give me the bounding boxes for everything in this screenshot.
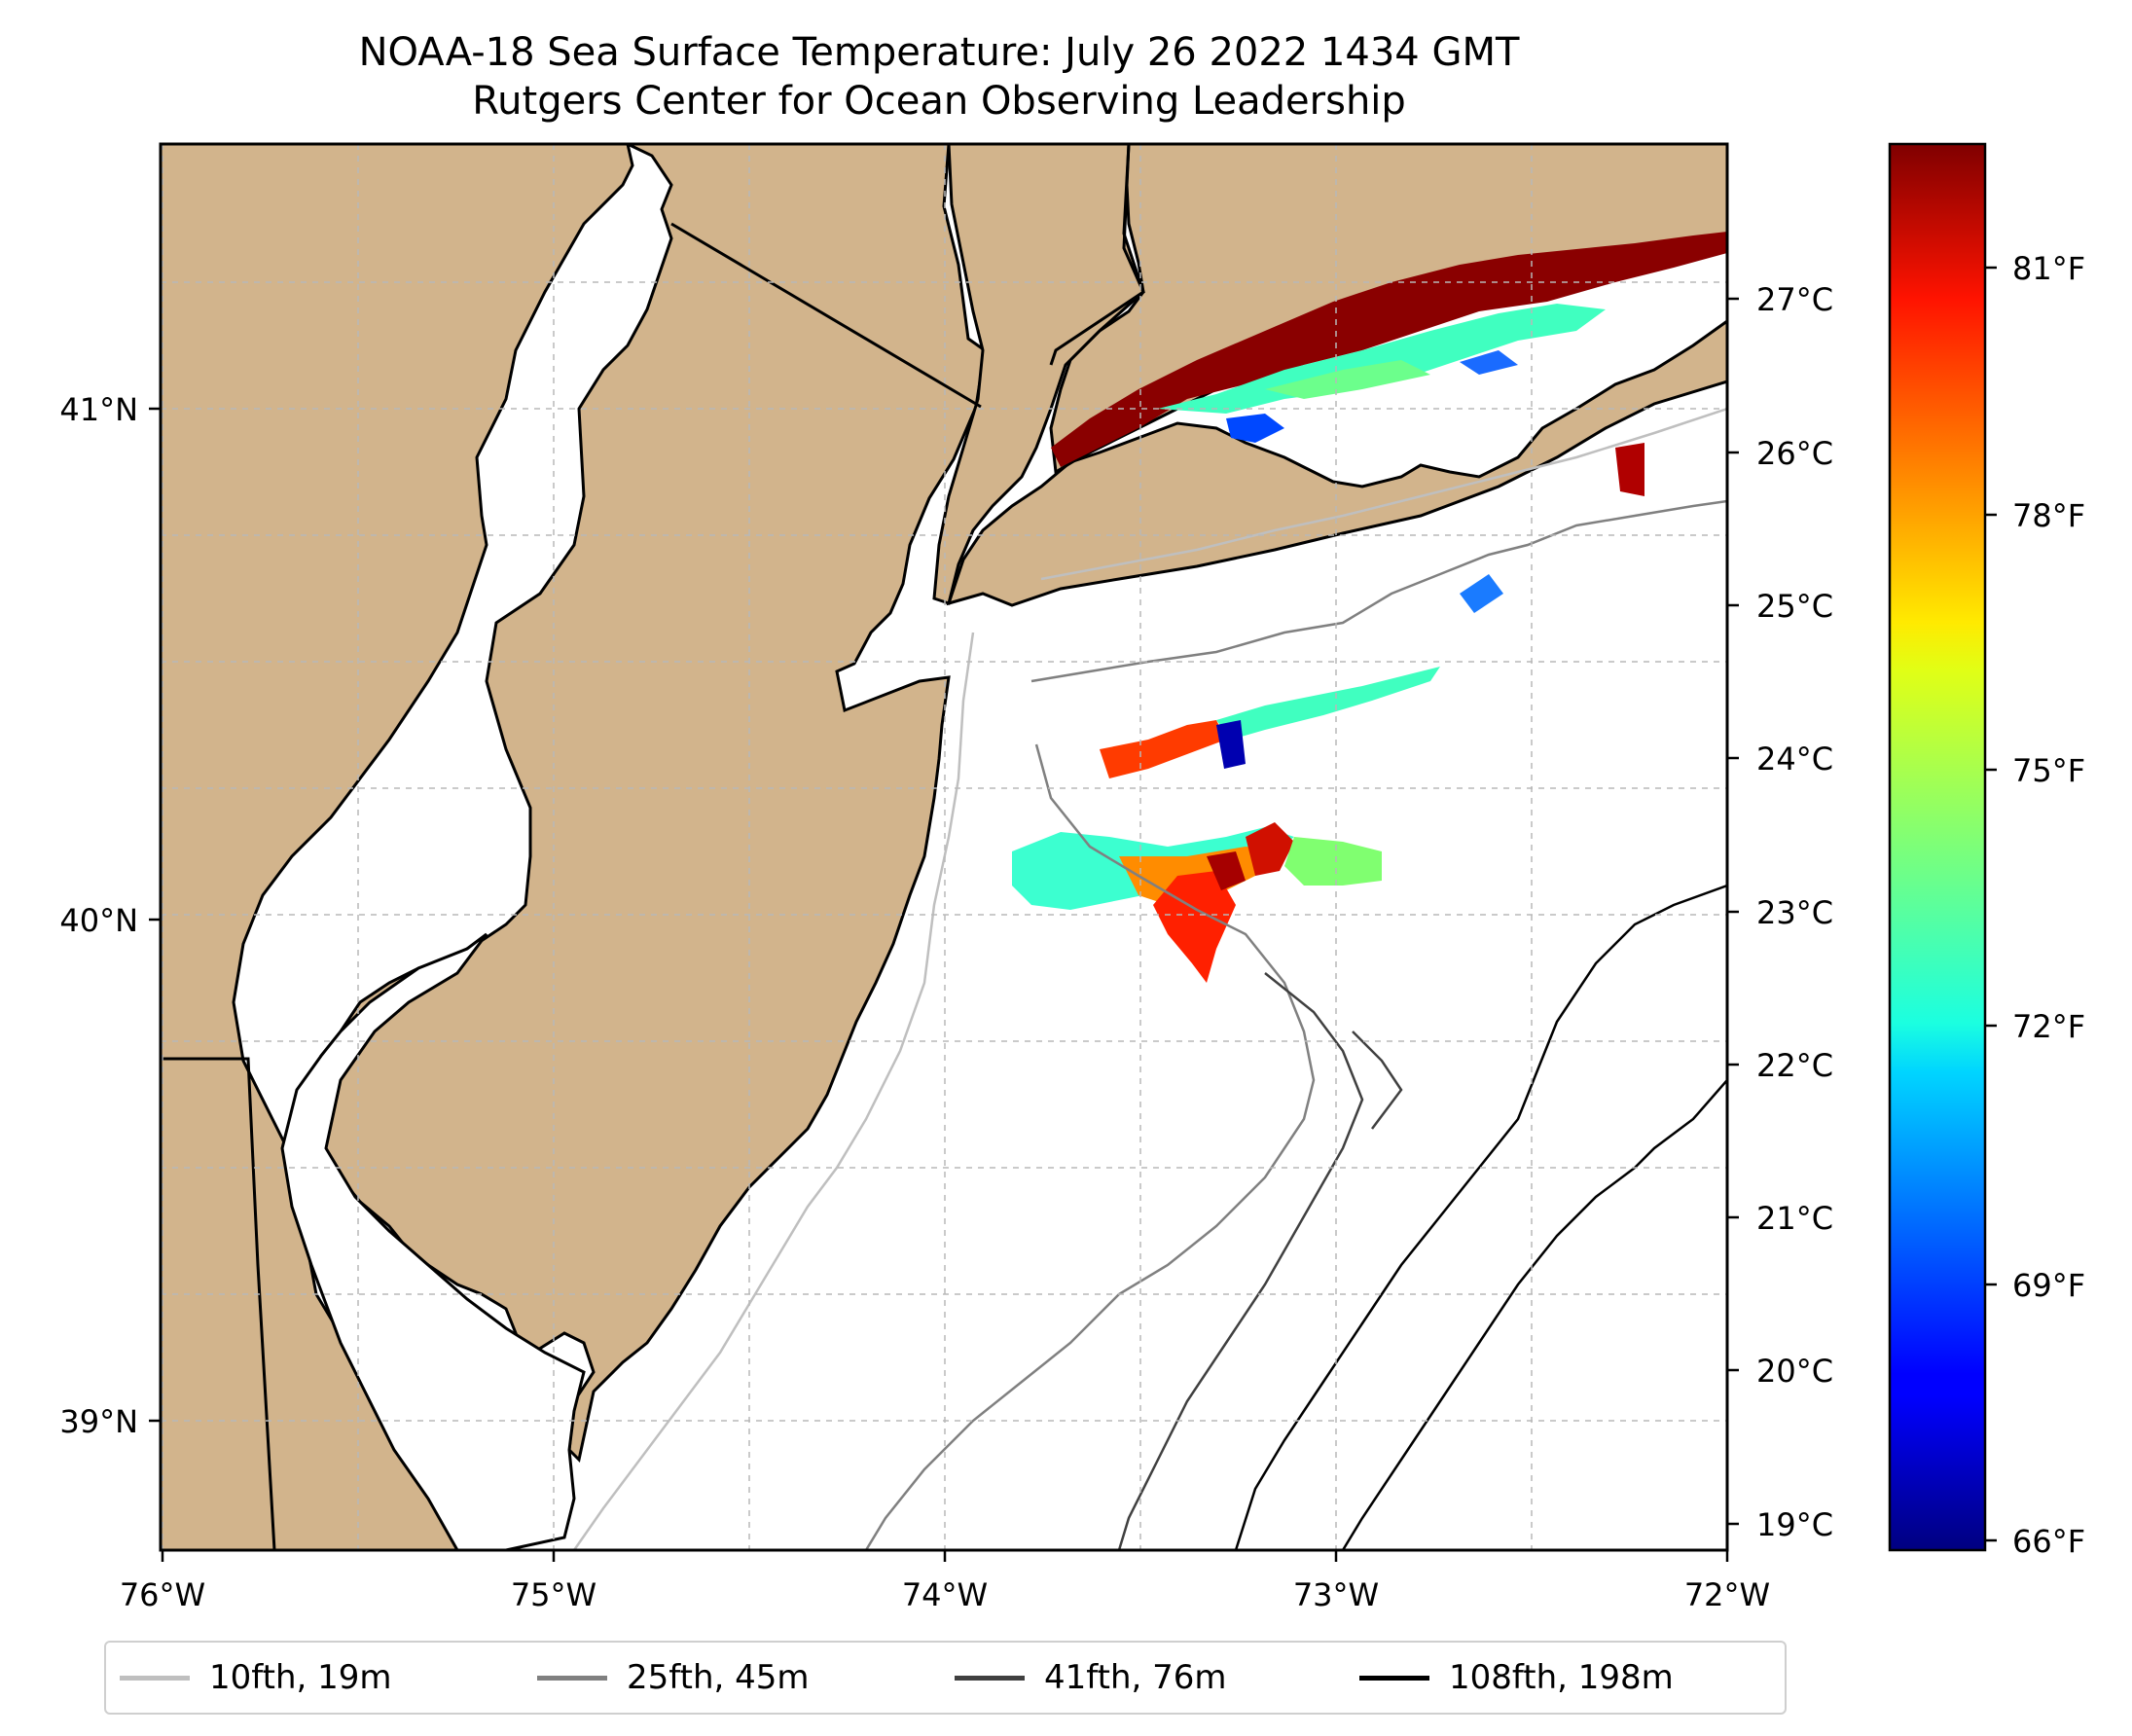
celsius-tick-label: 19°C [1756, 1506, 1833, 1543]
legend-item-25fth: 25fth, 45m [537, 1643, 810, 1713]
land-new-jersey [161, 144, 987, 1464]
celsius-tick-label: 22°C [1756, 1047, 1833, 1084]
legend-label: 41fth, 76m [1044, 1658, 1227, 1697]
y-tick-label: 41°N [59, 391, 138, 428]
state-border-ny-ct [1049, 144, 1145, 366]
x-tick-label: 75°W [511, 1576, 596, 1613]
legend-line-swatch [955, 1675, 1025, 1681]
fahrenheit-tick-label: 78°F [2012, 497, 2085, 534]
fahrenheit-tick-label: 72°F [2012, 1008, 2085, 1045]
legend-line-swatch [537, 1675, 607, 1681]
celsius-tick-label: 20°C [1756, 1353, 1833, 1390]
fahrenheit-tick-label: 75°F [2012, 752, 2085, 789]
state-border-de-md [161, 1057, 276, 1550]
contour-legend: 10fth, 19m 25fth, 45m 41fth, 76m 108fth,… [104, 1641, 1787, 1715]
legend-item-108fth: 108fth, 198m [1359, 1643, 1674, 1713]
celsius-tick-label: 21°C [1756, 1200, 1833, 1237]
celsius-axis: 27°C 26°C 25°C 24°C 23°C 22°C 21°C 20°C … [1727, 281, 1833, 1543]
legend-item-41fth: 41fth, 76m [955, 1643, 1227, 1713]
land-new-york [932, 144, 1145, 605]
map-subtitle: Rutgers Center for Ocean Observing Leade… [472, 79, 1406, 124]
legend-label: 10fth, 19m [209, 1658, 392, 1697]
x-tick-label: 76°W [120, 1576, 205, 1613]
axis-ticks [149, 407, 1729, 1562]
colorbar: 81°F 78°F 75°F 72°F 69°F 66°F [1888, 142, 2085, 1560]
map-title: NOAA-18 Sea Surface Temperature: July 26… [358, 30, 1520, 75]
y-tick-label: 40°N [59, 902, 138, 939]
colorbar-gradient [1888, 142, 1987, 1552]
legend-line-swatch [120, 1675, 190, 1681]
legend-label: 25fth, 45m [627, 1658, 810, 1697]
celsius-tick-label: 25°C [1756, 588, 1833, 625]
celsius-tick-label: 26°C [1756, 435, 1833, 472]
x-tick-label: 74°W [902, 1576, 988, 1613]
celsius-tick-label: 27°C [1756, 281, 1833, 318]
legend-item-10fth: 10fth, 19m [120, 1643, 392, 1713]
fahrenheit-tick-label: 69°F [2012, 1267, 2085, 1304]
sst-long-island-sound [1051, 232, 1727, 496]
y-tick-label: 39°N [59, 1403, 138, 1440]
x-tick-label: 72°W [1684, 1576, 1770, 1613]
fahrenheit-tick-label: 81°F [2012, 250, 2085, 287]
map-area [161, 144, 1727, 1550]
land-long-island [946, 319, 1727, 607]
legend-label: 108fth, 198m [1449, 1658, 1674, 1697]
gridlines [161, 144, 1727, 1550]
state-border-ny-nj [670, 222, 982, 409]
celsius-tick-label: 24°C [1756, 741, 1833, 778]
legend-line-swatch [1359, 1675, 1429, 1681]
sst-offshore-patches [1012, 574, 1503, 983]
fahrenheit-tick-label: 66°F [2012, 1523, 2085, 1560]
x-tick-label: 73°W [1293, 1576, 1379, 1613]
celsius-tick-label: 23°C [1756, 894, 1833, 931]
delaware-bay [280, 932, 586, 1550]
bathymetry-contours [572, 407, 1727, 1550]
